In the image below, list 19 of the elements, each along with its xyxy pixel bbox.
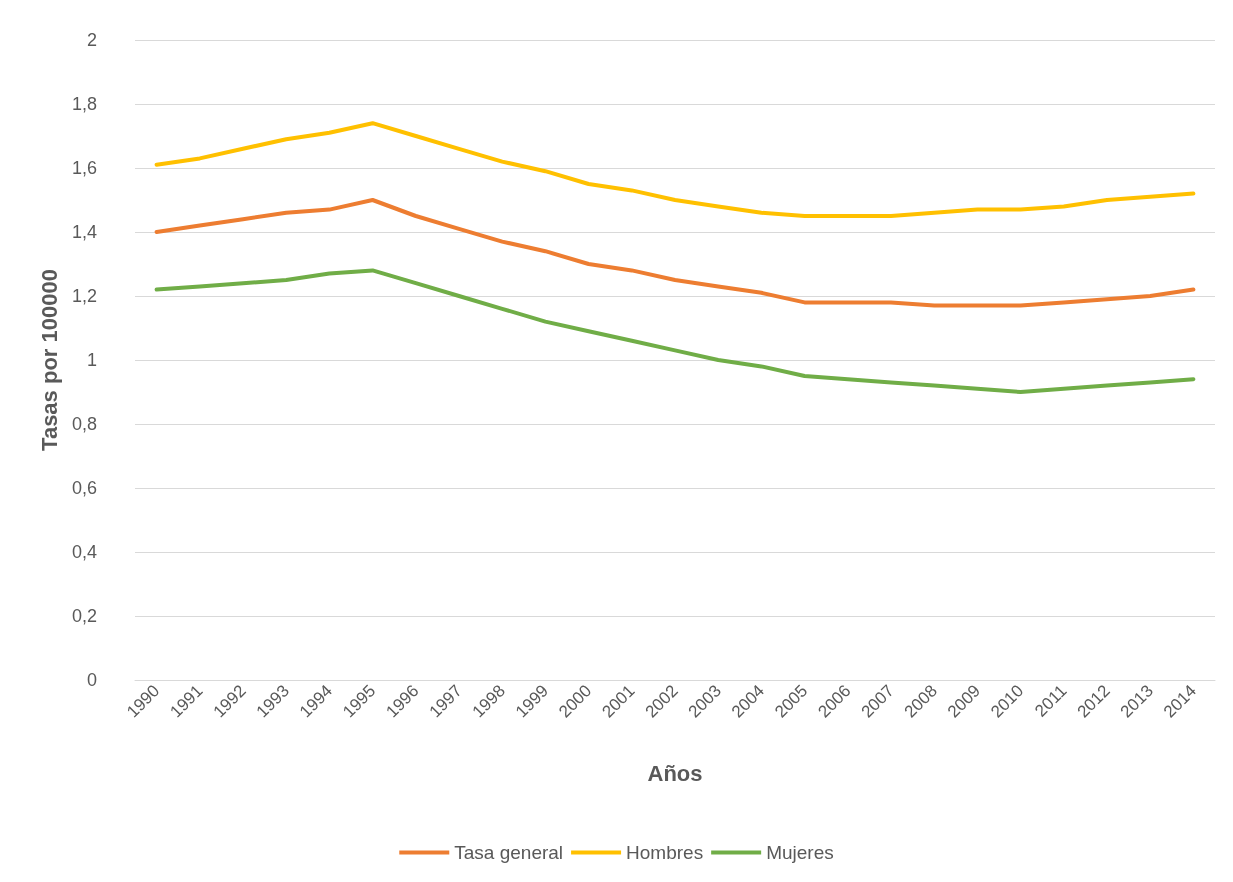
y-tick-label: 1,8 <box>71 94 97 114</box>
legend-label: Mujeres <box>766 842 834 863</box>
y-tick-label: 1,4 <box>71 222 97 242</box>
y-tick-label: 0,6 <box>71 478 97 498</box>
y-tick-label: 0,8 <box>71 414 97 434</box>
x-axis-title: Años <box>647 760 703 786</box>
y-tick-label: 0,2 <box>71 606 97 626</box>
line-series <box>154 121 1196 218</box>
y-tick-label: 1,2 <box>71 286 97 306</box>
y-tick-label: 2 <box>86 30 97 50</box>
y-tick-label: 0 <box>86 670 97 690</box>
y-axis-title: Tasas por 100000 <box>36 269 62 451</box>
line-series <box>154 198 1196 308</box>
y-tick-label: 1 <box>86 350 97 370</box>
y-tick-label: 1,6 <box>71 158 97 178</box>
y-tick-label: 0,4 <box>71 542 97 562</box>
line-series <box>154 268 1196 394</box>
legend-label: Hombres <box>626 842 704 863</box>
legend-label: Tasa general <box>454 842 564 863</box>
